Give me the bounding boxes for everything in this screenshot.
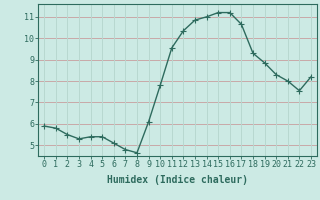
X-axis label: Humidex (Indice chaleur): Humidex (Indice chaleur) xyxy=(107,175,248,185)
